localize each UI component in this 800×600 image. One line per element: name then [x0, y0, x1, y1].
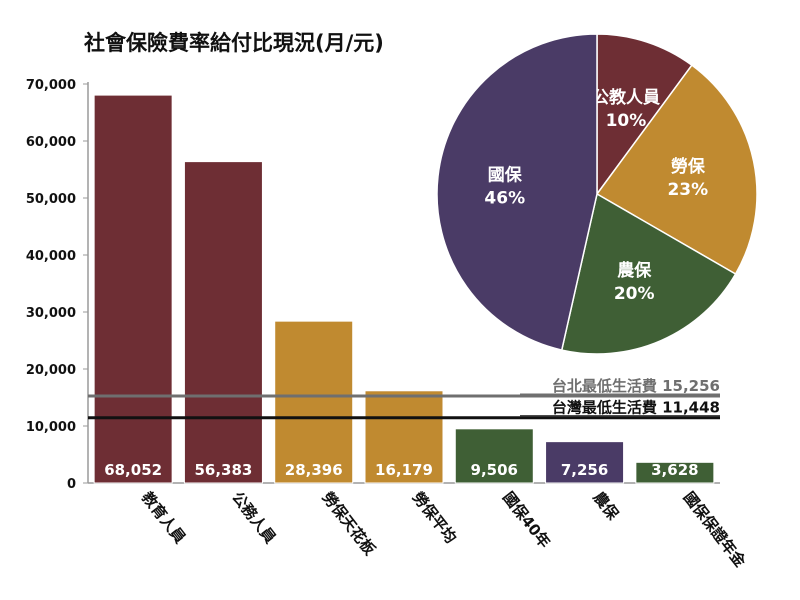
- bar: [274, 320, 354, 484]
- y-tick-label: 70,000: [26, 78, 76, 93]
- bar: [183, 161, 263, 484]
- bar-value-label: 7,256: [561, 461, 608, 479]
- bar-value-label: 28,396: [285, 461, 343, 479]
- pie-slice-label: 公教人員: [592, 87, 660, 108]
- bar-value-label: 9,506: [471, 461, 518, 479]
- y-tick-label: 30,000: [26, 306, 76, 321]
- x-category-label: 勞保平均: [409, 488, 460, 546]
- x-category-label: 勞保天花板: [319, 488, 380, 559]
- chart-title: 社會保險費率給付比現況(月/元): [83, 31, 384, 55]
- pie-chart: 公教人員 10% 勞保 23% 農保 20% 國保 46%: [436, 33, 758, 355]
- bar: [454, 428, 534, 484]
- y-tick-label: 20,000: [26, 363, 76, 378]
- pie-slice: [436, 33, 598, 351]
- pie-slice: [560, 192, 737, 355]
- bar-value-label: 56,383: [194, 461, 252, 479]
- pie-slice: [596, 33, 693, 197]
- bar-value-label: 16,179: [375, 461, 433, 479]
- x-category-label: 教育人員: [137, 488, 189, 547]
- pie-slice-percent: 20%: [614, 284, 655, 304]
- pie-slice-percent: 23%: [667, 180, 708, 200]
- x-category-label: 國保保證年金: [680, 488, 750, 571]
- axes: 0 10,000 20,000 30,000 40,000 50,000 60,000 70,…: [26, 78, 720, 492]
- x-category-label: 公務人員: [228, 488, 279, 546]
- reference-lines: 台北最低生活費 15,256 台灣最低生活費 11,448: [88, 377, 720, 420]
- bar: [93, 94, 173, 484]
- pie-slice: [595, 64, 758, 276]
- pie-slice-label: 勞保: [671, 156, 706, 177]
- bar: [545, 441, 625, 484]
- bar: [635, 461, 715, 484]
- pie-slice-label: 國保: [488, 165, 523, 186]
- reference-line-label: 台灣最低生活費 11,448: [552, 399, 720, 417]
- pie-slice-label: 農保: [617, 260, 652, 281]
- x-category-label: 國保40年: [499, 488, 554, 551]
- y-tick-label: 50,000: [26, 192, 76, 207]
- bar-value-label: 68,052: [104, 461, 162, 479]
- bar: [364, 390, 444, 484]
- y-tick-label: 10,000: [26, 420, 76, 435]
- bar-value-label: 3,628: [651, 461, 698, 479]
- pie-slice-percent: 46%: [484, 189, 525, 209]
- reference-line-label: 台北最低生活費 15,256: [552, 377, 720, 395]
- pie-slice-percent: 10%: [606, 111, 647, 131]
- x-category-label: 農保: [589, 488, 622, 524]
- y-tick-label: 40,000: [26, 249, 76, 264]
- y-tick-label: 0: [67, 477, 76, 492]
- y-tick-label: 60,000: [26, 135, 76, 150]
